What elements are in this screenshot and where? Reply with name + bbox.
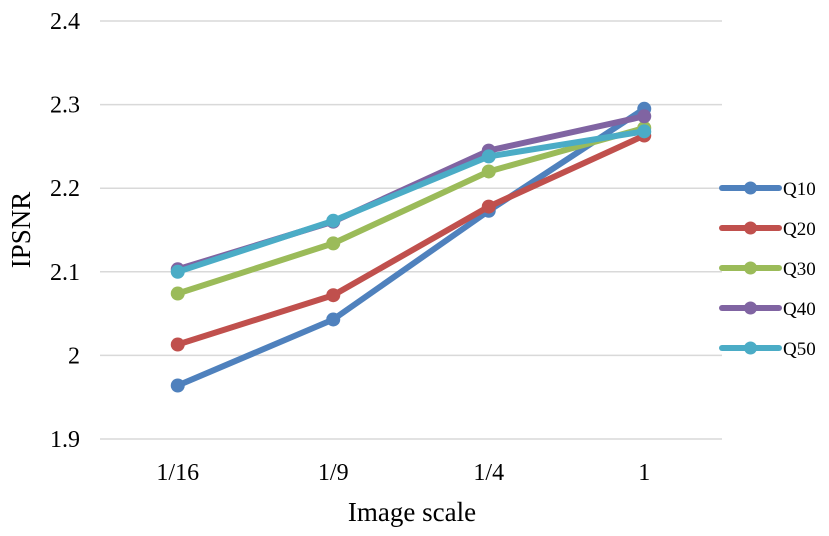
y-tick-label: 2.4 (50, 9, 80, 35)
y-axis-ticks: 1.9 2 2.1 2.2 2.3 2.4 (50, 9, 80, 453)
legend-item: Q40 (719, 299, 816, 320)
y-tick-label: 2 (68, 343, 80, 369)
x-tick-label: 1/4 (473, 460, 504, 486)
series-q30 (170, 121, 652, 301)
legend-item: Q30 (719, 259, 816, 280)
data-point (170, 264, 185, 279)
legend-swatch-marker (744, 341, 757, 355)
y-tick-label: 2.3 (50, 93, 80, 119)
legend-label: Q20 (783, 219, 816, 240)
x-axis-title: Image scale (348, 497, 476, 527)
data-point (481, 164, 496, 179)
legend-item: Q20 (719, 219, 816, 240)
y-tick-label: 2.2 (50, 176, 80, 202)
series-group (170, 101, 652, 393)
data-point (637, 124, 652, 139)
data-point (326, 213, 341, 228)
y-axis-title: IPSNR (6, 192, 36, 269)
data-point (326, 312, 341, 327)
x-tick-label: 1/9 (318, 460, 349, 486)
data-point (326, 288, 341, 303)
y-tick-label: 2.1 (50, 260, 80, 286)
series-line (174, 105, 648, 389)
legend: Q10 Q20 Q30 Q40 Q50 (719, 179, 816, 360)
series-q50 (170, 124, 652, 279)
data-point (637, 109, 652, 124)
legend-item: Q50 (719, 339, 816, 360)
x-tick-label: 1/16 (156, 460, 199, 486)
data-point (326, 236, 341, 251)
legend-swatch-marker (744, 221, 757, 235)
series-q20 (170, 128, 652, 352)
x-tick-label: 1 (638, 460, 650, 486)
gridlines (100, 20, 722, 440)
legend-label: Q30 (783, 259, 816, 280)
series-line (174, 132, 648, 348)
x-axis-ticks: 1/16 1/9 1/4 1 (156, 460, 650, 486)
legend-swatch-marker (744, 181, 757, 195)
data-point (170, 378, 185, 393)
legend-swatch-marker (744, 261, 757, 275)
legend-swatch-marker (744, 301, 757, 315)
series-line (174, 125, 648, 297)
legend-item: Q10 (719, 179, 816, 200)
y-tick-label: 1.9 (50, 427, 80, 453)
legend-label: Q50 (783, 339, 816, 360)
data-point (481, 199, 496, 214)
data-point (481, 149, 496, 164)
data-point (170, 286, 185, 301)
legend-label: Q40 (783, 299, 816, 320)
data-point (170, 337, 185, 352)
series-line (174, 128, 648, 275)
legend-label: Q10 (783, 179, 816, 200)
